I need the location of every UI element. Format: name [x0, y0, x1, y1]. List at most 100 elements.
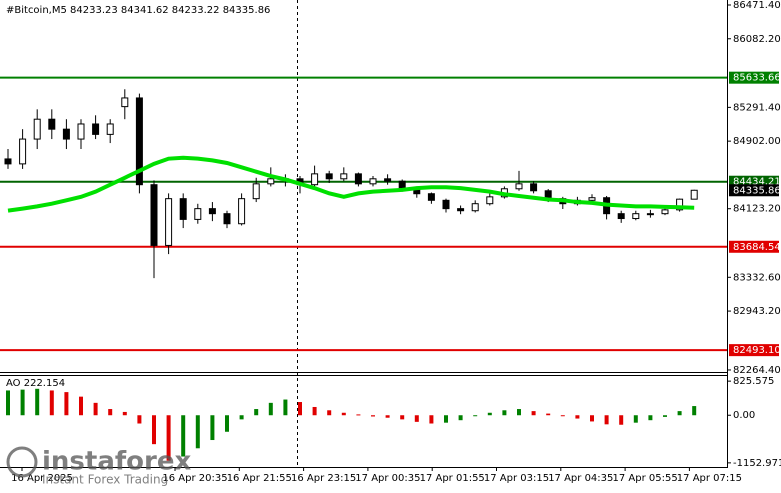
ao-bar [385, 415, 390, 418]
y-tick-label: 825.575 [733, 376, 774, 387]
candle-body [340, 173, 348, 180]
watermark-brand: instaforex [42, 447, 192, 477]
ao-bar [429, 415, 434, 424]
y-tick-label: -1152.971 [733, 458, 781, 469]
candle-body [325, 173, 333, 180]
x-tick-label: 16 Apr 2025 [11, 473, 73, 484]
ao-bar [181, 415, 186, 457]
level-label-box [729, 240, 779, 253]
candle-body [617, 213, 625, 220]
candle-body [135, 97, 143, 186]
candle-body [62, 128, 70, 140]
candle-body [179, 198, 187, 220]
candle-body [194, 208, 202, 220]
ao-bar [195, 415, 200, 449]
candle-body [442, 199, 450, 210]
y-tick-label: 84902.00 [733, 136, 781, 147]
ao-bar [487, 412, 492, 416]
candle-body [676, 198, 684, 211]
chart-title: #Bitcoin,M5 84233.23 84341.62 84233.22 8… [6, 5, 270, 16]
ao-bar [575, 415, 580, 419]
ao-bar [268, 402, 273, 416]
x-tick-label: 17 Apr 00:35 [355, 473, 420, 484]
ao-bar [531, 411, 536, 416]
ao-bar [6, 390, 10, 416]
ao-bar [152, 415, 156, 445]
candle-body [427, 193, 435, 201]
ao-bar [458, 415, 463, 421]
y-tick-label: 86082.20 [733, 34, 781, 45]
candle-body [588, 197, 596, 201]
x-tick-label: 17 Apr 05:55 [612, 473, 677, 484]
ao-bar [137, 415, 142, 424]
candle-body [471, 203, 479, 212]
ao-bar [327, 410, 332, 416]
last-price-label: 84335.86 [733, 185, 781, 196]
ao-bar [20, 389, 25, 416]
y-tick-label: 82943.20 [733, 306, 781, 317]
x-tick-label: 16 Apr 23:15 [291, 473, 356, 484]
ao-bar [371, 415, 375, 417]
ao-bar [239, 415, 244, 420]
ao-bar [93, 402, 98, 416]
ao-bar [560, 415, 565, 417]
y-tick-label: 0.00 [733, 410, 755, 421]
candle-body [530, 183, 538, 192]
indicator-title: AO 222.154 [6, 378, 65, 389]
candle-body [48, 118, 56, 130]
ao-bar [633, 415, 638, 423]
ao-bar [64, 392, 69, 416]
x-tick-label: 17 Apr 01:55 [420, 473, 485, 484]
ao-bar [517, 409, 521, 416]
ao-bar [341, 412, 346, 416]
candle-body [369, 178, 377, 185]
ao-bar [400, 415, 405, 420]
y-tick-label: 86471.40 [733, 0, 781, 11]
ao-bar [49, 390, 54, 416]
x-tick-label: 17 Apr 04:35 [548, 473, 613, 484]
ao-bar [225, 415, 229, 432]
level-label-box [729, 344, 779, 357]
candle-body [486, 196, 494, 205]
watermark-tagline: Instant Forex Trading [42, 473, 168, 487]
ao-bar [619, 415, 624, 425]
ao-bar [356, 414, 361, 416]
level-label: 83684.54 [733, 242, 781, 253]
watermark-logo [6, 446, 38, 478]
y-tick-label: 82264.40 [733, 365, 781, 376]
ao-bar [604, 415, 609, 425]
candle-body [632, 213, 640, 220]
ao-bar [677, 411, 682, 416]
candle-body [19, 138, 27, 165]
candle-body [150, 184, 158, 246]
last-price-box [729, 184, 779, 197]
candle-body [267, 178, 275, 185]
candle-body [690, 189, 698, 200]
candle-body [77, 123, 85, 140]
ao-bar [590, 415, 594, 422]
moving-average [7, 155, 695, 213]
candle-body [121, 97, 129, 108]
ao-bar [122, 411, 127, 416]
ao-bar [663, 415, 667, 417]
candle-body [106, 123, 114, 135]
ao-bar [79, 396, 83, 416]
candle-body [223, 213, 231, 225]
level-label: 82493.10 [733, 345, 781, 356]
ao-bar [254, 409, 259, 416]
x-tick-label: 17 Apr 07:15 [677, 473, 742, 484]
candle-body [4, 158, 12, 165]
ao-bar [35, 388, 40, 416]
y-tick-label: 83332.60 [733, 272, 781, 283]
candle-body [252, 183, 260, 200]
level-label-box [729, 71, 779, 84]
ao-bar [166, 415, 171, 461]
ao-bar [210, 415, 215, 441]
ao-bar [283, 399, 288, 416]
candle-body [33, 118, 41, 140]
ao-bar [108, 409, 113, 416]
candle-body [646, 213, 654, 216]
x-tick-label: 17 Apr 03:15 [484, 473, 549, 484]
